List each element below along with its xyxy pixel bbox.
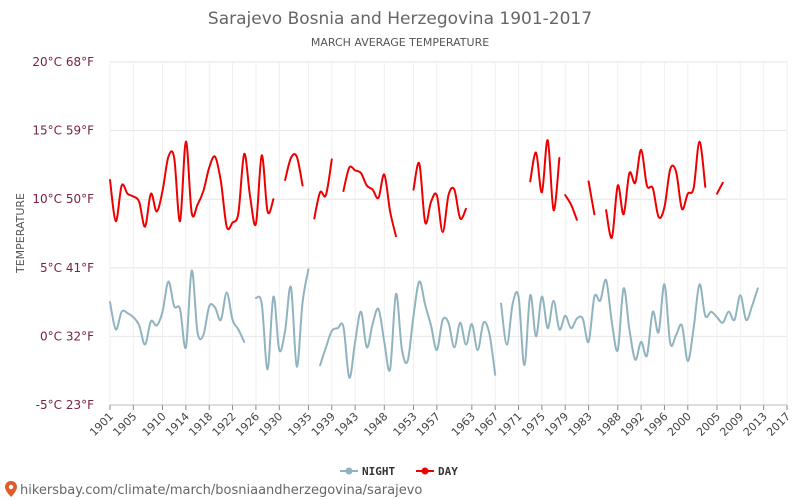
series-day-line: [109, 140, 275, 231]
series-day-line: [716, 181, 724, 195]
x-tick-label: 1914: [163, 410, 192, 439]
x-tick-label: 1971: [496, 410, 525, 439]
series-day-line: [284, 153, 304, 187]
x-tick-label: 1957: [414, 410, 443, 439]
x-tick-label: 1992: [618, 410, 647, 439]
y-tick-label: 5°C 41°F: [40, 261, 94, 275]
legend-item-day[interactable]: DAY: [416, 465, 458, 478]
series-night-line: [254, 268, 310, 371]
series-day-line: [313, 158, 333, 220]
series-day-line: [587, 180, 596, 216]
series-day-line: [564, 194, 578, 221]
x-tick-label: 1926: [233, 410, 262, 439]
x-tick-label: 1953: [391, 410, 420, 439]
x-tick-label: 1963: [449, 410, 478, 439]
x-tick-label: 2013: [741, 410, 770, 439]
x-tick-label: 1967: [472, 410, 501, 439]
y-tick-label: 20°C 68°F: [32, 55, 94, 69]
series-night-line: [500, 278, 759, 367]
source-link[interactable]: hikersbay.com/climate/march/bosniaandher…: [20, 483, 422, 498]
series-night: [109, 268, 759, 379]
x-tick-label: 1939: [309, 410, 338, 439]
x-tick-label: 2000: [665, 410, 694, 439]
legend-day-label: DAY: [438, 465, 458, 478]
x-tick-label: 1988: [595, 410, 624, 439]
y-axis-label: TEMPERATURE: [14, 193, 27, 274]
series-day-line: [412, 161, 467, 234]
location-pin-icon: [5, 481, 17, 497]
series-night-line: [319, 280, 497, 379]
x-tick-label: 2017: [764, 410, 793, 439]
series-day-line: [342, 165, 397, 238]
series-day: [109, 139, 724, 239]
x-tick-label: 1930: [256, 410, 285, 439]
x-tick-label: 1905: [110, 410, 139, 439]
x-tick-label: 1901: [87, 410, 116, 439]
series-day-line: [529, 139, 561, 212]
x-tick-label: 1910: [140, 410, 169, 439]
legend-night-marker: [345, 467, 353, 475]
y-tick-labels: 20°C 68°F 15°C 59°F 10°C 50°F 5°C 41°F 0°C 3…: [32, 55, 94, 412]
y-tick-label: -5°C 23°F: [36, 398, 94, 412]
y-tick-label: 10°C 50°F: [32, 192, 94, 206]
x-tick-label: 1918: [186, 410, 215, 439]
legend: NIGHT DAY: [340, 465, 458, 478]
legend-night-label: NIGHT: [362, 465, 395, 478]
x-tick-label: 1922: [210, 410, 239, 439]
x-tick-label: 1983: [566, 410, 595, 439]
legend-item-night[interactable]: NIGHT: [340, 465, 395, 478]
x-tick-label: 2009: [717, 410, 746, 439]
chart-subtitle: MARCH AVERAGE TEMPERATURE: [311, 36, 489, 49]
x-tick-label: 1996: [642, 410, 671, 439]
x-tick-label: 1975: [519, 410, 548, 439]
series-day-line: [605, 140, 707, 239]
y-tick-label: 15°C 59°F: [32, 124, 94, 138]
x-tick-label: 1948: [361, 410, 390, 439]
x-tick-label: 1943: [332, 410, 361, 439]
x-tick-label: 1935: [286, 410, 315, 439]
x-tick-label: 1979: [542, 410, 571, 439]
legend-day-marker: [421, 467, 429, 475]
footer[interactable]: hikersbay.com/climate/march/bosniaandher…: [5, 481, 422, 498]
x-tick-label: 2005: [694, 410, 723, 439]
series-night-line: [109, 269, 246, 349]
series-layer: [109, 139, 759, 379]
gridlines: [109, 61, 788, 410]
y-tick-label: 0°C 32°F: [40, 329, 94, 343]
chart-title: Sarajevo Bosnia and Herzegovina 1901-201…: [208, 9, 592, 29]
